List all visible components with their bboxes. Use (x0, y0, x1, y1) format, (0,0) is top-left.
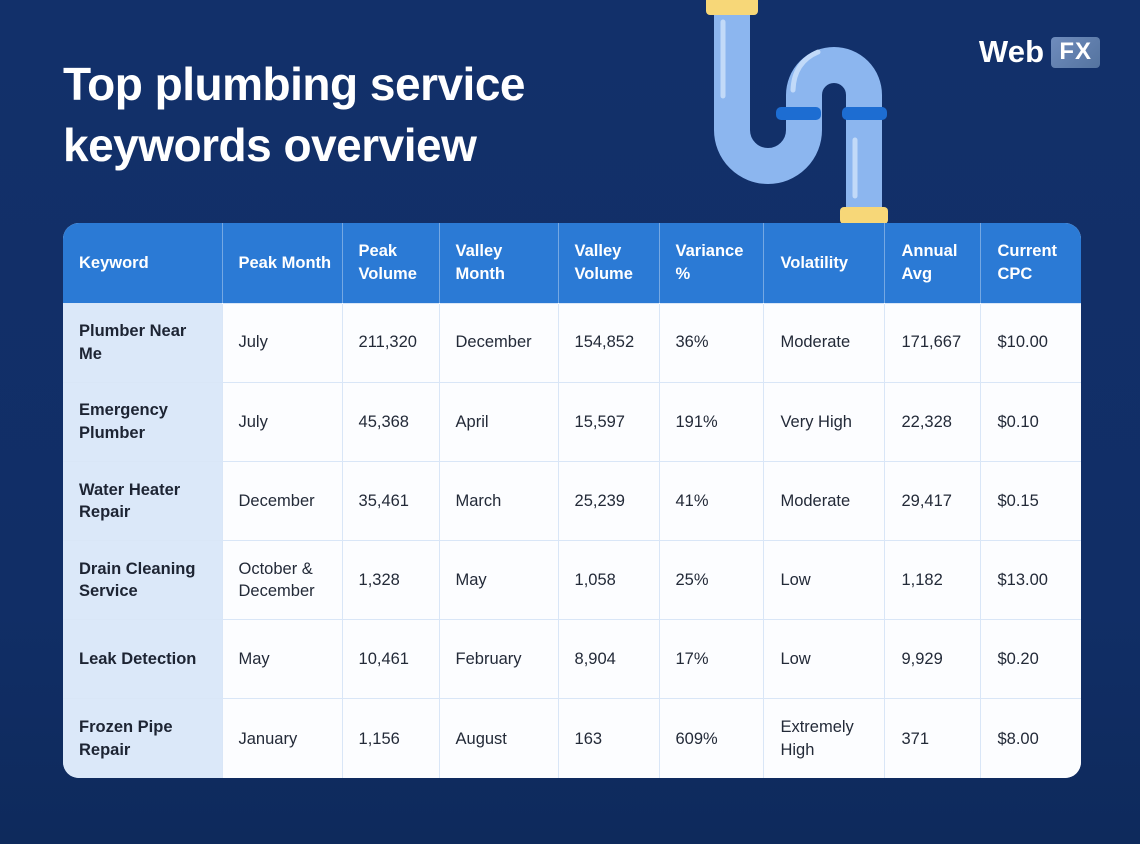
data-cell-current-cpc: $13.00 (980, 539, 1081, 621)
column-header-valley-volume: Valley Volume (558, 223, 660, 303)
data-cell-peak-volume: 45,368 (341, 381, 440, 462)
column-header-annual-avg: Annual Avg (884, 223, 982, 303)
data-cell-valley-volume: 154,852 (557, 302, 660, 383)
data-cell-volatility: Low (763, 539, 886, 621)
page-title-line2: keywords overview (63, 118, 477, 171)
table-row-drain-cleaning-service: Drain Cleaning Service October & December… (63, 539, 1081, 621)
data-cell-current-cpc: $0.20 (980, 619, 1081, 700)
data-cell-annual-avg: 1,182 (884, 539, 982, 621)
data-cell-valley-month: May (438, 539, 559, 621)
data-cell-variance: 25% (658, 539, 765, 621)
column-header-peak-month: Peak Month (222, 223, 343, 303)
pipe-cap-bottom (840, 207, 888, 224)
keywords-table-body: Plumber Near Me July 211,320 December 154,85… (63, 302, 1081, 778)
data-cell-variance: 609% (658, 698, 765, 778)
keyword-cell: Drain Cleaning Service (63, 539, 223, 621)
column-header-current-cpc: Current CPC (980, 223, 1081, 303)
header-row: Keyword Peak Month Peak Volume Valley Month… (63, 223, 1081, 303)
data-cell-peak-volume: 10,461 (341, 619, 440, 700)
keyword-cell: Emergency Plumber (63, 381, 223, 462)
data-cell-variance: 36% (658, 302, 765, 383)
data-cell-variance: 17% (658, 619, 765, 700)
data-cell-peak-volume: 211,320 (341, 302, 440, 383)
data-cell-volatility: Moderate (763, 302, 886, 383)
page-title: Top plumbing service keywords overview (63, 54, 526, 175)
pipe-cap-top (706, 0, 758, 15)
plumbing-pipe-icon (706, 0, 888, 224)
data-cell-annual-avg: 22,328 (884, 381, 982, 462)
data-cell-peak-volume: 35,461 (341, 460, 440, 541)
keywords-table: Keyword Peak Month Peak Volume Valley Month… (63, 223, 1081, 778)
keywords-table-card: Keyword Peak Month Peak Volume Valley Month… (63, 223, 1081, 778)
data-cell-valley-volume: 25,239 (557, 460, 660, 541)
keyword-cell: Leak Detection (63, 619, 223, 700)
data-cell-valley-volume: 15,597 (557, 381, 660, 462)
data-cell-valley-volume: 163 (557, 698, 660, 778)
pipe-band-right (842, 107, 887, 120)
data-cell-peak-month: May (221, 619, 343, 700)
data-cell-variance: 191% (658, 381, 765, 462)
data-cell-peak-month: October & December (221, 539, 343, 621)
data-cell-current-cpc: $10.00 (980, 302, 1081, 383)
keyword-cell: Water Heater Repair (63, 460, 223, 541)
data-cell-annual-avg: 171,667 (884, 302, 982, 383)
data-cell-valley-month: August (438, 698, 559, 778)
data-cell-peak-volume: 1,156 (341, 698, 440, 778)
pipe-illustration (690, 0, 910, 224)
data-cell-valley-month: March (438, 460, 559, 541)
data-cell-valley-volume: 1,058 (557, 539, 660, 621)
column-header-keyword: Keyword (63, 223, 223, 303)
data-cell-peak-volume: 1,328 (341, 539, 440, 621)
data-cell-volatility: Very High (763, 381, 886, 462)
webfx-logo-web-text: Web (978, 34, 1045, 69)
column-header-variance: Variance % (659, 223, 765, 303)
webfx-logo: Web FX (979, 34, 1100, 70)
data-cell-volatility: Extremely High (763, 698, 886, 778)
pipe-tube (714, 4, 882, 210)
data-cell-peak-month: January (221, 698, 343, 778)
table-row-frozen-pipe-repair: Frozen Pipe Repair January 1,156 August 163 6… (63, 698, 1081, 778)
table-row-plumber-near-me: Plumber Near Me July 211,320 December 154,85… (63, 302, 1081, 383)
data-cell-peak-month: December (221, 460, 343, 541)
webfx-logo-fx-badge: FX (1051, 36, 1100, 68)
data-cell-valley-month: April (438, 381, 559, 462)
data-cell-annual-avg: 9,929 (884, 619, 982, 700)
data-cell-current-cpc: $0.10 (980, 381, 1081, 462)
data-cell-current-cpc: $0.15 (980, 460, 1081, 541)
data-cell-volatility: Low (763, 619, 886, 700)
column-header-valley-month: Valley Month (439, 223, 559, 303)
table-row-leak-detection: Leak Detection May 10,461 February 8,904 17% L… (63, 619, 1081, 700)
data-cell-peak-month: July (221, 381, 343, 462)
table-row-water-heater-repair: Water Heater Repair December 35,461 March 25… (63, 460, 1081, 541)
pipe-band-left (776, 107, 821, 120)
keywords-table-head: Keyword Peak Month Peak Volume Valley Month… (63, 223, 1081, 303)
data-cell-peak-month: July (221, 302, 343, 383)
data-cell-annual-avg: 371 (884, 698, 982, 778)
data-cell-current-cpc: $8.00 (980, 698, 1081, 778)
page-title-line1: Top plumbing service (63, 58, 526, 110)
column-header-peak-volume: Peak Volume (342, 223, 440, 303)
keyword-cell: Frozen Pipe Repair (63, 698, 223, 778)
column-header-volatility: Volatility (763, 223, 886, 303)
table-row-emergency-plumber: Emergency Plumber July 45,368 April 15,597 19… (63, 381, 1081, 462)
data-cell-volatility: Moderate (763, 460, 886, 541)
data-cell-valley-month: December (438, 302, 559, 383)
keyword-cell: Plumber Near Me (63, 302, 223, 383)
data-cell-valley-month: February (438, 619, 559, 700)
pipe-highlight-arch (790, 49, 821, 93)
data-cell-variance: 41% (658, 460, 765, 541)
data-cell-valley-volume: 8,904 (557, 619, 660, 700)
data-cell-annual-avg: 29,417 (884, 460, 982, 541)
